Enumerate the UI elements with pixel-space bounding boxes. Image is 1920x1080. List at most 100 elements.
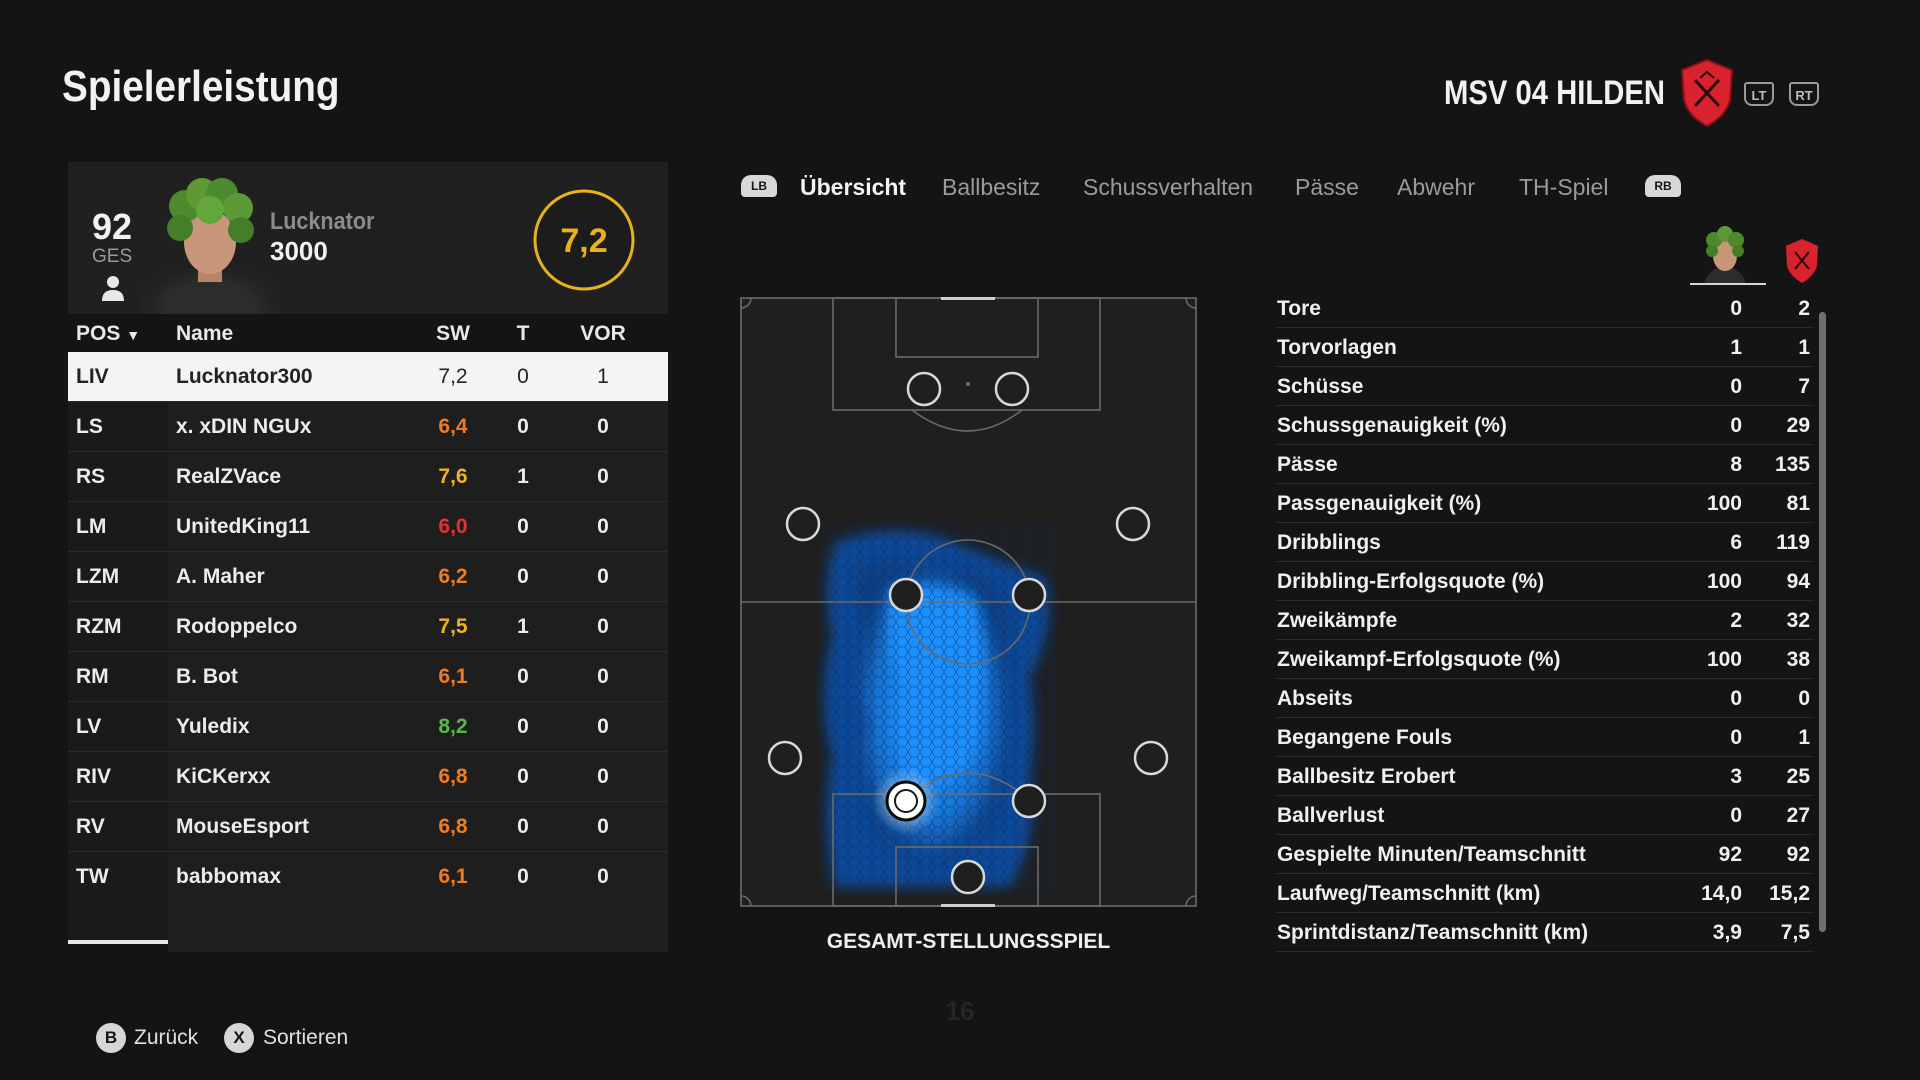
stat-label: Dribbling-Erfolgsquote (%) [1277,570,1545,593]
row-goals: 0 [517,415,529,438]
table-row[interactable]: RS RealZVace 7,6 1 0 [68,452,668,502]
tab-0[interactable]: Übersicht [800,174,907,200]
row-pos: LIV [76,365,109,388]
stat-player-value: 92 [1718,843,1742,866]
player-portrait-small [1704,226,1746,284]
stat-row: Ballbesitz Erobert 3 25 [1276,757,1814,796]
player-portrait [140,178,280,314]
stat-player-value: 8 [1730,453,1742,476]
stat-team-value: 135 [1774,453,1810,476]
row-rating: 6,2 [438,565,468,588]
table-row[interactable]: RIV KiCKerxx 6,8 0 0 [68,752,668,802]
row-assists: 0 [597,715,609,738]
row-pos: RV [76,815,105,838]
row-goals: 0 [517,815,529,838]
stat-player-value: 100 [1706,570,1742,593]
back-button[interactable]: Zurück [134,1026,199,1049]
stat-label: Passgenauigkeit (%) [1277,492,1482,515]
row-pos: LZM [76,565,120,588]
stat-label: Zweikampf-Erfolgsquote (%) [1277,648,1561,671]
row-assists: 0 [597,465,609,488]
row-rating: 6,4 [438,415,468,438]
row-pos: LM [76,515,107,538]
row-pos: RS [76,465,106,488]
tab-4[interactable]: Abwehr [1397,174,1475,200]
col-name-header[interactable]: Name [176,322,234,345]
player-table: POS ▼ Name SW T VOR LIV Lucknator300 7,2 0 1… [68,314,668,902]
stats-table: Tore 0 2 Torvorlagen 1 1 Schüsse 0 7 Schussgenaui… [1276,289,1814,952]
stat-player-value: 6 [1730,531,1742,554]
row-assists: 0 [597,665,609,688]
stat-team-value: 7 [1798,375,1810,398]
table-row[interactable]: LS x. xDIN NGUx 6,4 0 0 [68,402,668,452]
table-row[interactable]: RV MouseEsport 6,8 0 0 [68,802,668,852]
tab-3[interactable]: Pässe [1295,174,1359,200]
stat-team-value: 119 [1776,531,1810,554]
row-pos: RZM [76,615,122,638]
tab-2[interactable]: Schussverhalten [1083,174,1254,200]
table-row[interactable]: LZM A. Maher 6,2 0 0 [68,552,668,602]
table-row[interactable]: RZM Rodoppelco 7,5 1 0 [68,602,668,652]
stat-row: Schüsse 0 7 [1276,367,1814,406]
stat-team-value: 38 [1786,648,1810,671]
col-t-header[interactable]: T [516,322,530,345]
stat-row: Dribblings 6 119 [1276,523,1814,562]
col-vor-header[interactable]: VOR [580,322,626,345]
b-button-icon[interactable]: B [96,1023,126,1053]
row-assists: 0 [597,765,609,788]
row-rating: 7,5 [438,615,468,638]
rt-trigger-icon[interactable]: RT [1789,82,1819,106]
col-pos-header[interactable]: POS ▼ [76,322,141,345]
row-name: RealZVace [176,465,282,488]
stat-row: Zweikampf-Erfolgsquote (%) 100 38 [1276,640,1814,679]
row-goals: 0 [517,865,529,888]
stat-team-value: 92 [1786,843,1810,866]
stat-player-value: 100 [1706,492,1742,515]
stat-label: Torvorlagen [1277,336,1397,359]
row-pos: RIV [76,765,112,788]
stat-label: Gespielte Minuten/Teamschnitt [1277,843,1586,866]
lt-trigger-icon[interactable]: LT [1744,82,1774,106]
table-row[interactable]: RM B. Bot 6,1 0 0 [68,652,668,702]
tab-5[interactable]: TH-Spiel [1519,174,1609,200]
table-row[interactable]: LM UnitedKing11 6,0 0 0 [68,502,668,552]
row-rating: 8,2 [438,715,468,738]
table-row[interactable]: LV Yuledix 8,2 0 0 [68,702,668,752]
row-name: Rodoppelco [176,615,298,638]
sort-button[interactable]: Sortieren [263,1026,349,1049]
stat-label: Laufweg/Teamschnitt (km) [1277,882,1541,905]
positioning-heatmap [740,297,1197,907]
row-goals: 0 [517,365,529,388]
row-pos: LS [76,415,103,438]
row-rating: 6,8 [438,765,468,788]
row-pos: RM [76,665,109,688]
stat-row: Laufweg/Teamschnitt (km) 14,0 15,2 [1276,874,1814,913]
row-name: KiCKerxx [176,765,271,788]
stat-label: Pässe [1277,453,1338,476]
col-sw-header[interactable]: SW [436,322,470,345]
tab-1[interactable]: Ballbesitz [942,174,1041,200]
stat-team-value: 0 [1798,687,1810,710]
row-goals: 1 [517,615,529,638]
row-assists: 0 [597,415,609,438]
stat-row: Zweikämpfe 2 32 [1276,601,1814,640]
person-icon [102,276,124,301]
team-name: MSV 04 HILDEN [1444,74,1665,112]
team-crest-small-icon [1786,239,1818,283]
stat-team-value: 94 [1786,570,1810,593]
stat-player-value: 0 [1730,687,1742,710]
lb-bumper-icon[interactable]: LB [741,175,777,197]
row-pos: TW [76,865,109,888]
marker-rs [994,371,1030,407]
row-assists: 0 [597,815,609,838]
table-row[interactable]: LIV Lucknator300 7,2 0 1 [68,352,668,402]
rb-bumper-icon[interactable]: RB [1645,175,1681,197]
marker-riv [1011,783,1047,819]
stat-team-value: 1 [1798,336,1810,359]
stat-row: Schussgenauigkeit (%) 0 29 [1276,406,1814,445]
stat-team-value: 29 [1786,414,1810,437]
x-button-icon[interactable]: X [224,1023,254,1053]
stats-scrollbar[interactable] [1819,312,1826,932]
row-rating: 7,6 [438,465,468,488]
stat-player-value: 3 [1730,765,1742,788]
